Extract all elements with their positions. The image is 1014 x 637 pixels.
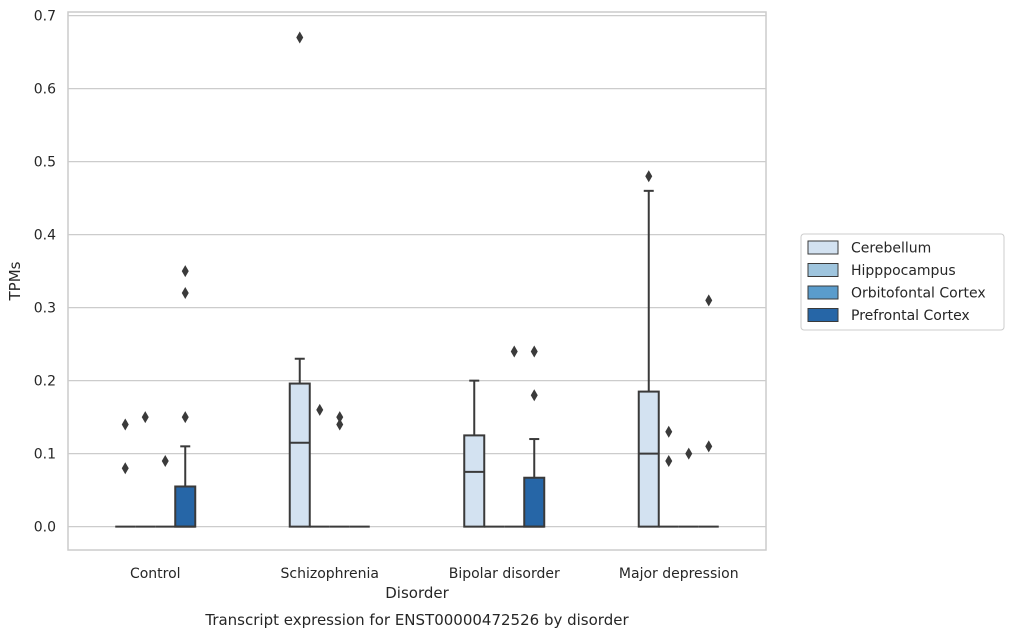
outlier-point <box>141 411 149 424</box>
box-hipppocampus <box>309 403 330 528</box>
chart-caption: Transcript expression for ENST0000047252… <box>204 611 629 629</box>
box-orbitofontal-cortex <box>155 454 176 528</box>
outlier-point <box>121 418 129 431</box>
legend-label: Hipppocampus <box>851 263 956 279</box>
y-tick-labels: 0.0 0.1 0.2 0.3 0.4 0.5 0.6 0.7 <box>34 9 56 536</box>
outlier-point <box>296 31 304 44</box>
x-tick-label: Control <box>130 566 181 582</box>
outlier-point <box>530 345 538 358</box>
outlier-point <box>336 418 344 431</box>
legend: Cerebellum Hipppocampus Orbitofontal Corte… <box>800 233 1005 331</box>
y-tick-label: 0.0 <box>34 520 56 536</box>
box-cerebellum <box>115 418 136 528</box>
gridlines <box>68 15 766 528</box>
outlier-point <box>665 425 673 438</box>
y-tick-label: 0.2 <box>34 374 56 390</box>
outlier-point <box>181 265 189 278</box>
outlier-point <box>530 389 538 402</box>
box-prefrontal-cortex <box>174 265 197 528</box>
plot-marks <box>115 31 719 528</box>
y-tick-label: 0.3 <box>34 301 56 317</box>
legend-frame <box>800 233 1005 331</box>
x-axis-label: Disorder <box>385 584 449 602</box>
box-hipppocampus <box>658 425 679 528</box>
legend-swatch <box>807 240 839 255</box>
legend-label: Orbitofontal Cortex <box>851 286 986 302</box>
box-cerebellum <box>637 170 660 528</box>
box-orbitofontal-cortex <box>504 345 525 528</box>
box-cerebellum <box>288 31 311 528</box>
outlier-point <box>645 170 653 183</box>
box-body <box>463 434 486 528</box>
outlier-point <box>316 403 324 416</box>
x-tick-label: Schizophrenia <box>281 566 379 582</box>
y-tick-label: 0.4 <box>34 228 56 244</box>
outlier-point <box>161 454 169 467</box>
x-tick-labels: Control Schizophrenia Bipolar disorder Majo… <box>130 566 739 582</box>
outlier-point <box>705 294 713 307</box>
box-hipppocampus <box>135 411 156 528</box>
plot-area-frame <box>67 11 767 551</box>
box-orbitofontal-cortex <box>678 447 699 528</box>
box-prefrontal-cortex <box>698 294 719 528</box>
outlier-point <box>705 440 713 453</box>
y-tick-label: 0.6 <box>34 82 56 98</box>
y-axis-label: TPMs <box>6 261 24 301</box>
outlier-point <box>181 287 189 300</box>
y-tick-label: 0.7 <box>34 9 56 25</box>
x-tick-label: Major depression <box>619 566 739 582</box>
box-body <box>523 476 546 528</box>
box-body <box>174 485 197 528</box>
legend-label: Prefrontal Cortex <box>851 308 970 324</box>
y-tick-label: 0.5 <box>34 155 56 171</box>
outlier-point <box>685 447 693 460</box>
box-cerebellum <box>463 379 486 528</box>
box-orbitofontal-cortex <box>329 411 350 528</box>
box-body <box>288 382 311 528</box>
outlier-point <box>181 411 189 424</box>
legend-swatch <box>807 263 839 277</box>
legend-swatch <box>807 308 839 322</box>
outlier-point <box>665 454 673 467</box>
outlier-point <box>336 411 344 424</box>
box-body <box>637 390 660 528</box>
legend-swatch <box>807 285 839 300</box>
y-tick-label: 0.1 <box>34 447 56 463</box>
outlier-point <box>510 345 518 358</box>
box-prefrontal-cortex <box>523 345 546 528</box>
x-tick-label: Bipolar disorder <box>449 566 560 582</box>
legend-label: Cerebellum <box>851 241 931 257</box>
outlier-point <box>121 462 129 475</box>
